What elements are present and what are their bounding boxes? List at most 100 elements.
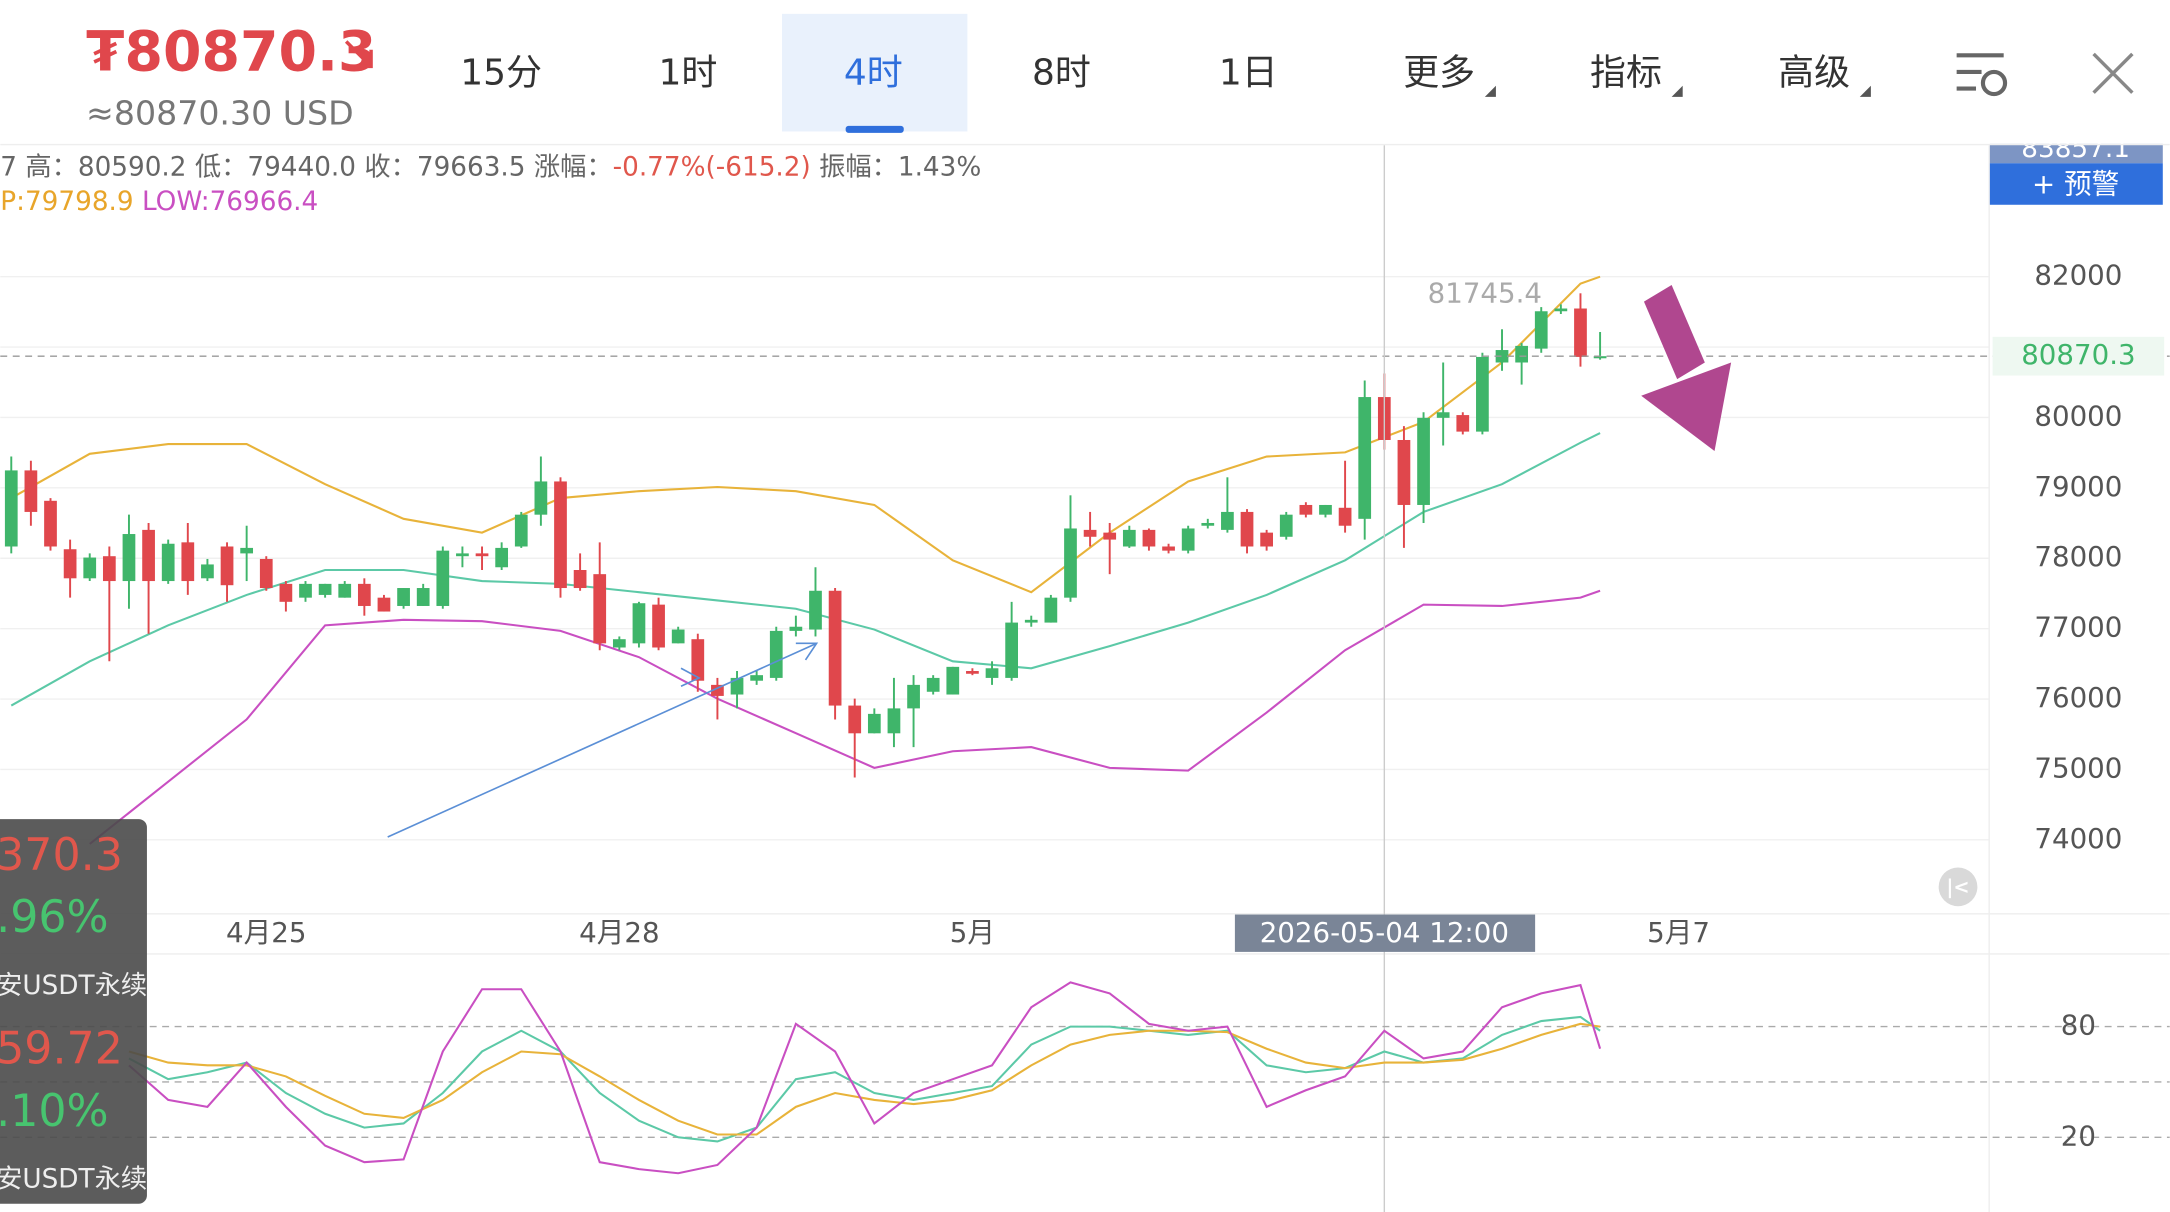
candle-body	[4, 470, 18, 547]
y-tick-label: 80	[2061, 1009, 2096, 1042]
candle-body	[102, 556, 116, 582]
candle-body	[867, 713, 881, 734]
down-arrow	[354, 49, 373, 69]
reset-icon: |<	[1946, 876, 1969, 899]
x-tick-label: 4月28	[579, 916, 659, 949]
dropdown-icon	[1671, 85, 1683, 97]
side-overlay: 370.3 .96% 安USDT永续 59.72 .10% 安USDT永续	[0, 819, 147, 1204]
candle-body	[397, 588, 410, 606]
settings-icon[interactable]	[1956, 53, 2008, 97]
x-tick-label: 5月	[950, 916, 995, 949]
last-price-label: 80870.3	[2021, 338, 2135, 371]
x-tick-label: 4月25	[226, 916, 306, 949]
candle-body	[612, 639, 626, 648]
candle-body	[1299, 504, 1313, 515]
candle-body	[1319, 504, 1332, 515]
high-marker: 81745.4	[1428, 277, 1542, 310]
close-icon[interactable]	[2092, 52, 2134, 94]
overlay-change: .96%	[0, 892, 109, 943]
candle-body	[1417, 417, 1430, 505]
tab[interactable]: 更多	[1403, 53, 1475, 94]
candle-body	[436, 550, 450, 606]
candle-body	[1103, 532, 1117, 540]
candle-body	[1554, 308, 1568, 312]
info-change: -0.77%(-615.2)	[613, 152, 811, 182]
candle-body	[1495, 350, 1509, 363]
candle-body	[1005, 622, 1019, 678]
tab[interactable]: 高级	[1778, 53, 1850, 94]
candle-body	[201, 564, 214, 579]
candle-body	[357, 583, 371, 606]
trend-arrow-head	[680, 667, 701, 688]
tab[interactable]: 15分	[460, 53, 542, 94]
candle-body	[907, 684, 920, 709]
candle-body	[181, 542, 195, 582]
candle-body	[926, 677, 940, 692]
candle-body	[1515, 345, 1528, 363]
indicator-line	[89, 589, 1601, 845]
reset-button[interactable]	[1938, 867, 1978, 907]
candle-body	[1456, 415, 1470, 432]
candle-body	[83, 557, 97, 579]
chart-layer: 74000 75000 76000 77000 78000 79000 80000 82000…	[0, 145, 2170, 1212]
overlay-symbol: 安USDT永续	[0, 1165, 147, 1195]
info-line: P:79798.9 LOW:76966.4	[0, 187, 318, 217]
header-price: ₮80870.3	[86, 20, 377, 84]
tab[interactable]: 1时	[658, 53, 717, 94]
overlay-price: 59.72	[0, 1024, 123, 1075]
candle-body	[220, 546, 234, 586]
y-tick-label: 75000	[2034, 751, 2122, 784]
tab-active[interactable]: 4时	[844, 53, 903, 94]
trend-arrow-head	[795, 642, 819, 661]
candle-body	[966, 671, 979, 674]
overlay-box	[0, 819, 147, 1204]
candle-body	[514, 514, 528, 547]
info-up: P:79798.9	[0, 187, 133, 217]
tab[interactable]: 1日	[1219, 53, 1278, 94]
candle-body	[848, 705, 862, 734]
candle-body	[44, 500, 57, 547]
dropdown-icon	[1859, 85, 1871, 97]
candle-body	[789, 626, 803, 631]
candle-body	[1083, 529, 1097, 537]
candle-body	[809, 590, 822, 630]
price-plot	[4, 275, 1607, 845]
alert-button[interactable]	[1989, 163, 2163, 205]
y-tick-label: 78000	[2034, 540, 2122, 573]
tab-selected-bg	[782, 13, 968, 132]
candle-body	[1142, 529, 1156, 547]
info-amplitude: 振幅：1.43%	[811, 152, 982, 182]
candle-body	[671, 629, 685, 644]
candle-body	[1574, 308, 1587, 357]
candle-body	[1122, 529, 1136, 547]
annotation-arrow	[1643, 285, 1705, 380]
y-tick-label: 80000	[2034, 399, 2122, 432]
candle-body	[534, 481, 548, 515]
y-tick-label: 79000	[2034, 470, 2122, 503]
candle-body	[1436, 412, 1450, 418]
tab[interactable]: 8时	[1032, 53, 1091, 94]
candle-body	[1181, 528, 1195, 551]
indicator-line	[128, 1022, 1601, 1136]
dropdown-icon	[1484, 85, 1496, 97]
candle-body	[887, 708, 901, 734]
x-tick-label: 5月7	[1647, 916, 1710, 949]
crosshair-tag	[1234, 914, 1536, 952]
candle-body	[377, 597, 391, 612]
candle-body	[1338, 507, 1352, 526]
candle-body	[142, 529, 155, 582]
y-tick-label: 76000	[2034, 681, 2122, 714]
down-arrow	[344, 40, 373, 68]
y-tick-label: 20	[2061, 1119, 2096, 1152]
trend-line	[387, 642, 817, 838]
overlay-symbol: 安USDT永续	[0, 971, 147, 1001]
candle-body	[122, 534, 136, 582]
indicator-plot	[128, 981, 1602, 1175]
y-tick-label: 82000	[2034, 259, 2122, 292]
candle-body	[632, 603, 646, 644]
header-usd: ≈80870.30 USD	[86, 93, 354, 132]
y-tick-label: 74000	[2034, 822, 2122, 855]
tab[interactable]: 指标	[1590, 53, 1662, 94]
